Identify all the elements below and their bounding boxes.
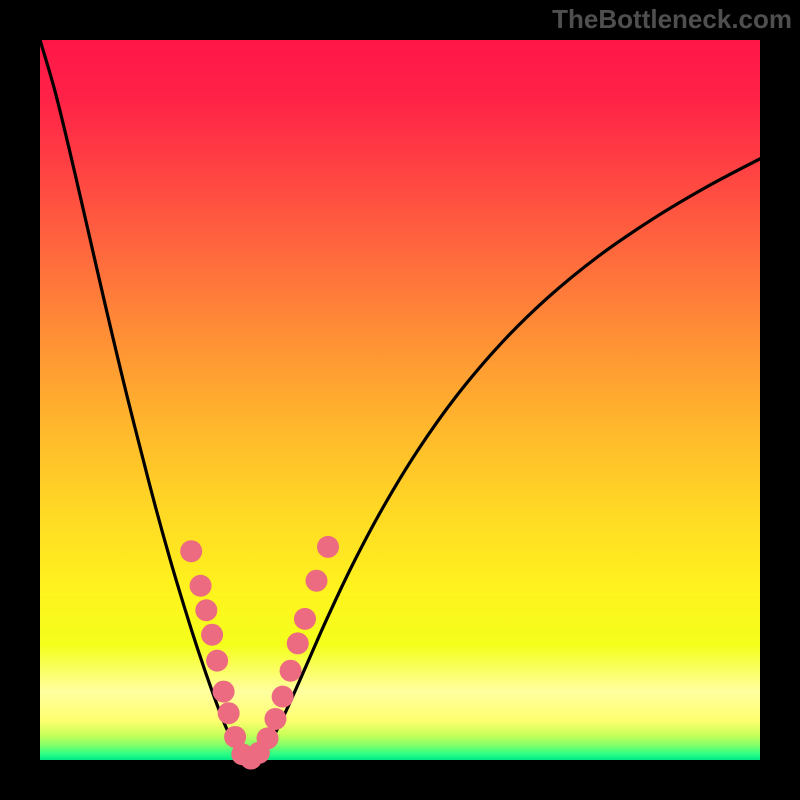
data-marker	[294, 608, 316, 630]
bottleneck-curve-right	[249, 159, 760, 760]
data-marker	[206, 650, 228, 672]
data-marker	[190, 575, 212, 597]
data-marker	[257, 727, 279, 749]
data-marker	[264, 708, 286, 730]
chart-root: TheBottleneck.com	[0, 0, 800, 800]
curve-layer	[40, 40, 760, 760]
data-marker	[280, 660, 302, 682]
data-marker	[317, 536, 339, 558]
data-marker	[201, 624, 223, 646]
plot-area	[40, 40, 760, 760]
watermark-text: TheBottleneck.com	[552, 4, 792, 35]
data-marker	[213, 681, 235, 703]
data-marker	[195, 599, 217, 621]
data-marker	[287, 632, 309, 654]
data-marker	[180, 540, 202, 562]
data-markers	[180, 536, 339, 770]
data-marker	[218, 702, 240, 724]
data-marker	[305, 570, 327, 592]
data-marker	[272, 686, 294, 708]
